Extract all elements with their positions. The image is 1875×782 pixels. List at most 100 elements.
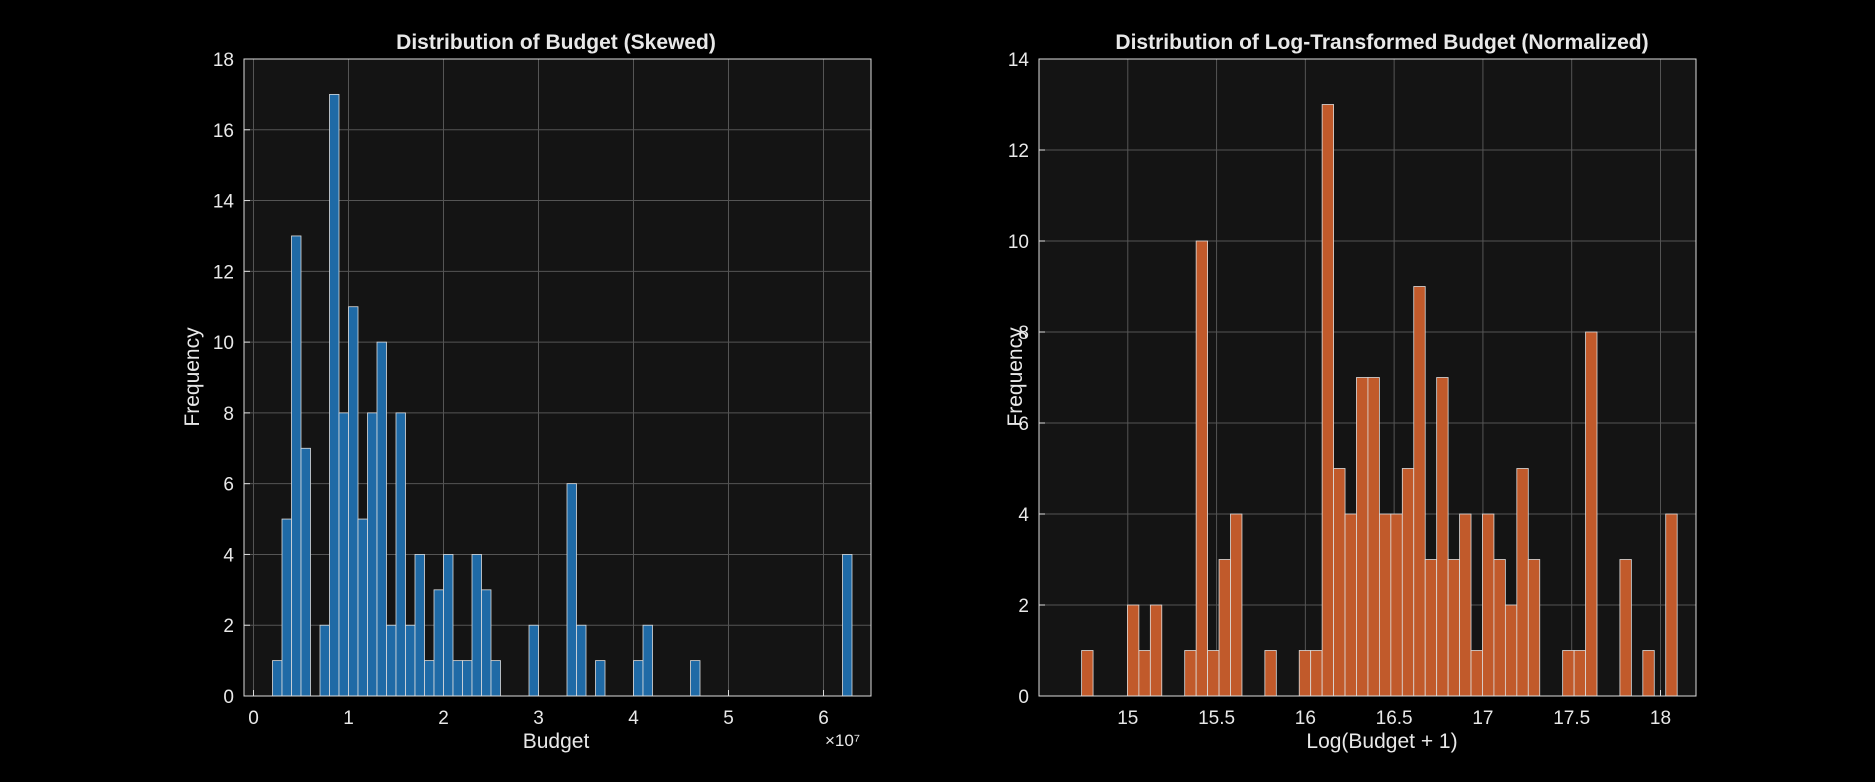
right-histogram-bar [1447,559,1460,697]
right-axes-frame [1038,58,1697,697]
left-x-tick-label: 4 [628,708,639,729]
left-histogram-bar [424,660,435,697]
right-histogram-bar [1573,650,1586,697]
left-y-tick-label: 6 [223,475,234,496]
right-histogram-bar [1310,650,1323,697]
right-histogram-bar [1619,559,1632,697]
right-histogram-bar [1516,468,1529,697]
right-histogram-bar [1504,604,1518,697]
right-y-tick-label: 10 [1008,232,1029,253]
right-histogram-bar [1127,604,1140,697]
left-histogram-bar [376,341,387,697]
right-histogram-bar [1149,604,1163,697]
right-histogram-bar [1665,513,1678,697]
right-histogram-bar [1527,559,1541,697]
left-x-tick-label: 1 [343,708,354,729]
left-axes-frame [243,58,872,697]
right-x-tick-label: 15.5 [1198,708,1235,729]
right-histogram-bar [1401,468,1415,697]
right-histogram-bar [1424,559,1438,697]
right-histogram-bar [1482,513,1495,697]
left-histogram-bar [842,554,853,697]
right-histogram-bar [1081,650,1094,697]
left-histogram-bar [395,412,406,697]
right-histogram-bar [1470,650,1483,697]
left-x-tick-label: 2 [438,708,449,729]
left-y-tick-label: 8 [223,404,234,425]
right-x-tick-label: 16.5 [1376,708,1413,729]
right-histogram-bar [1344,513,1357,697]
right-x-tick-label: 17.5 [1553,708,1590,729]
right-histogram-bar [1184,650,1197,697]
right-x-tick-label: 15 [1117,708,1138,729]
left-y-tick-label: 14 [213,192,235,213]
left-histogram-bar [272,660,283,697]
left-y-tick-label: 10 [213,333,234,354]
right-y-tick-label: 12 [1008,141,1029,162]
left-x-tick-label: 3 [533,708,544,729]
right-y-tick-label: 6 [1018,414,1029,435]
right-histogram-bar [1333,468,1346,697]
left-histogram-bar [357,518,368,697]
left-histogram-bar [490,660,501,697]
left-histogram-bar [481,589,492,697]
left-x-tick-label: 6 [818,708,829,729]
right-chart-title: Distribution of Log-Transformed Budget (… [1115,31,1649,54]
left-x-tick-label: 0 [248,708,259,729]
left-histogram-bar [281,518,292,697]
right-histogram-bar [1585,331,1598,697]
left-histogram-bar [367,412,378,697]
left-y-tick-label: 4 [223,545,234,566]
right-histogram-bar [1298,650,1312,697]
left-histogram-bar [528,624,539,697]
right-histogram-bar [1493,559,1506,697]
left-y-tick-label: 18 [213,50,234,71]
right-x-tick-label: 16 [1295,708,1316,729]
left-x-axis-label: Budget [522,730,590,753]
right-histogram-bar [1207,650,1220,697]
left-chart-title: Distribution of Budget (Skewed) [396,31,716,54]
right-histogram-bar [1378,513,1392,697]
left-histogram-bar [319,624,330,697]
right-histogram-bar [1562,650,1575,697]
right-histogram-bar [1459,513,1472,697]
right-histogram-bar [1356,377,1369,697]
left-histogram-bar [405,624,416,697]
left-histogram-bar [595,660,606,697]
right-y-tick-label: 8 [1018,323,1029,344]
right-histogram-bar [1390,513,1403,697]
left-y-tick-label: 16 [213,121,234,142]
left-histogram-bar [566,483,577,697]
left-histogram-bar [462,660,473,697]
right-histogram-bar [1413,286,1426,697]
left-y-tick-label: 2 [223,616,234,637]
right-x-tick-label: 17 [1472,708,1493,729]
right-histogram-bar [1436,377,1449,697]
left-y-tick-label: 0 [223,687,234,708]
right-histogram-bar [1367,377,1380,697]
left-histogram-bar [291,235,302,697]
right-y-tick-label: 4 [1018,505,1029,526]
left-histogram-bar [348,306,359,697]
right-histogram-bar [1138,650,1151,697]
right-histogram-bar [1230,513,1243,697]
left-histogram-bar [690,660,701,697]
right-histogram-bar [1195,240,1209,697]
left-y-tick-label: 12 [213,262,234,283]
left-histogram-bar [443,554,454,697]
right-histogram-bar [1218,559,1231,697]
left-histogram-bar [329,93,340,697]
right-y-tick-label: 2 [1018,596,1029,617]
left-histogram-bar [386,624,397,697]
left-x-tick-label: 5 [723,708,734,729]
right-y-tick-label: 0 [1018,687,1029,708]
right-histogram-bar [1642,650,1655,697]
left-histogram-bar [300,447,311,697]
left-histogram-bar [414,554,425,697]
left-histogram-bar [471,554,482,697]
right-x-axis-label: Log(Budget + 1) [1306,730,1458,753]
right-y-tick-label: 14 [1008,50,1030,71]
right-histogram-bar [1321,104,1334,697]
left-histogram-bar [642,624,653,697]
